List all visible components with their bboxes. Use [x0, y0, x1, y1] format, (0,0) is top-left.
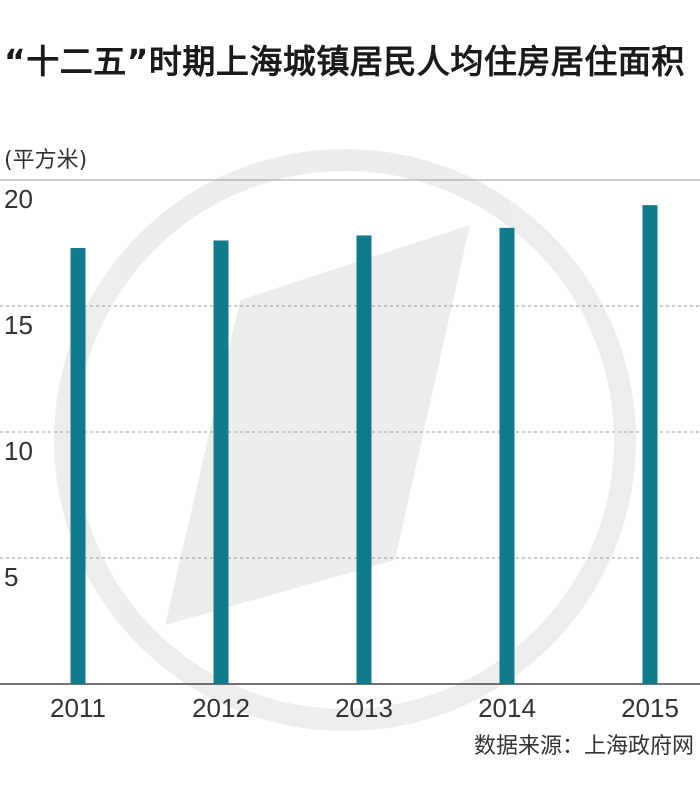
- bar-2012: [213, 240, 229, 685]
- chart-title: “十二五”时期上海城镇居民人均住房居住面积: [4, 42, 685, 81]
- y-tick-label: 10: [4, 436, 33, 466]
- bar-2011: [70, 248, 86, 685]
- x-tick-label: 2013: [335, 693, 393, 723]
- bar-2015: [642, 205, 658, 684]
- x-tick-label: 2015: [621, 693, 679, 723]
- x-tick-label: 2011: [50, 693, 106, 723]
- unit-label: (平方米): [4, 148, 88, 173]
- y-tick-label: 5: [4, 562, 18, 592]
- x-tick-label: 2012: [192, 693, 250, 723]
- source-note: 数据来源：上海政府网: [473, 734, 694, 759]
- x-tick-label: 2014: [478, 693, 536, 723]
- y-tick-label: 15: [4, 310, 33, 340]
- watermark-logo: [54, 149, 636, 731]
- y-tick-label: 20: [4, 184, 33, 214]
- bar-2014: [499, 227, 515, 684]
- bar-2013: [356, 235, 372, 684]
